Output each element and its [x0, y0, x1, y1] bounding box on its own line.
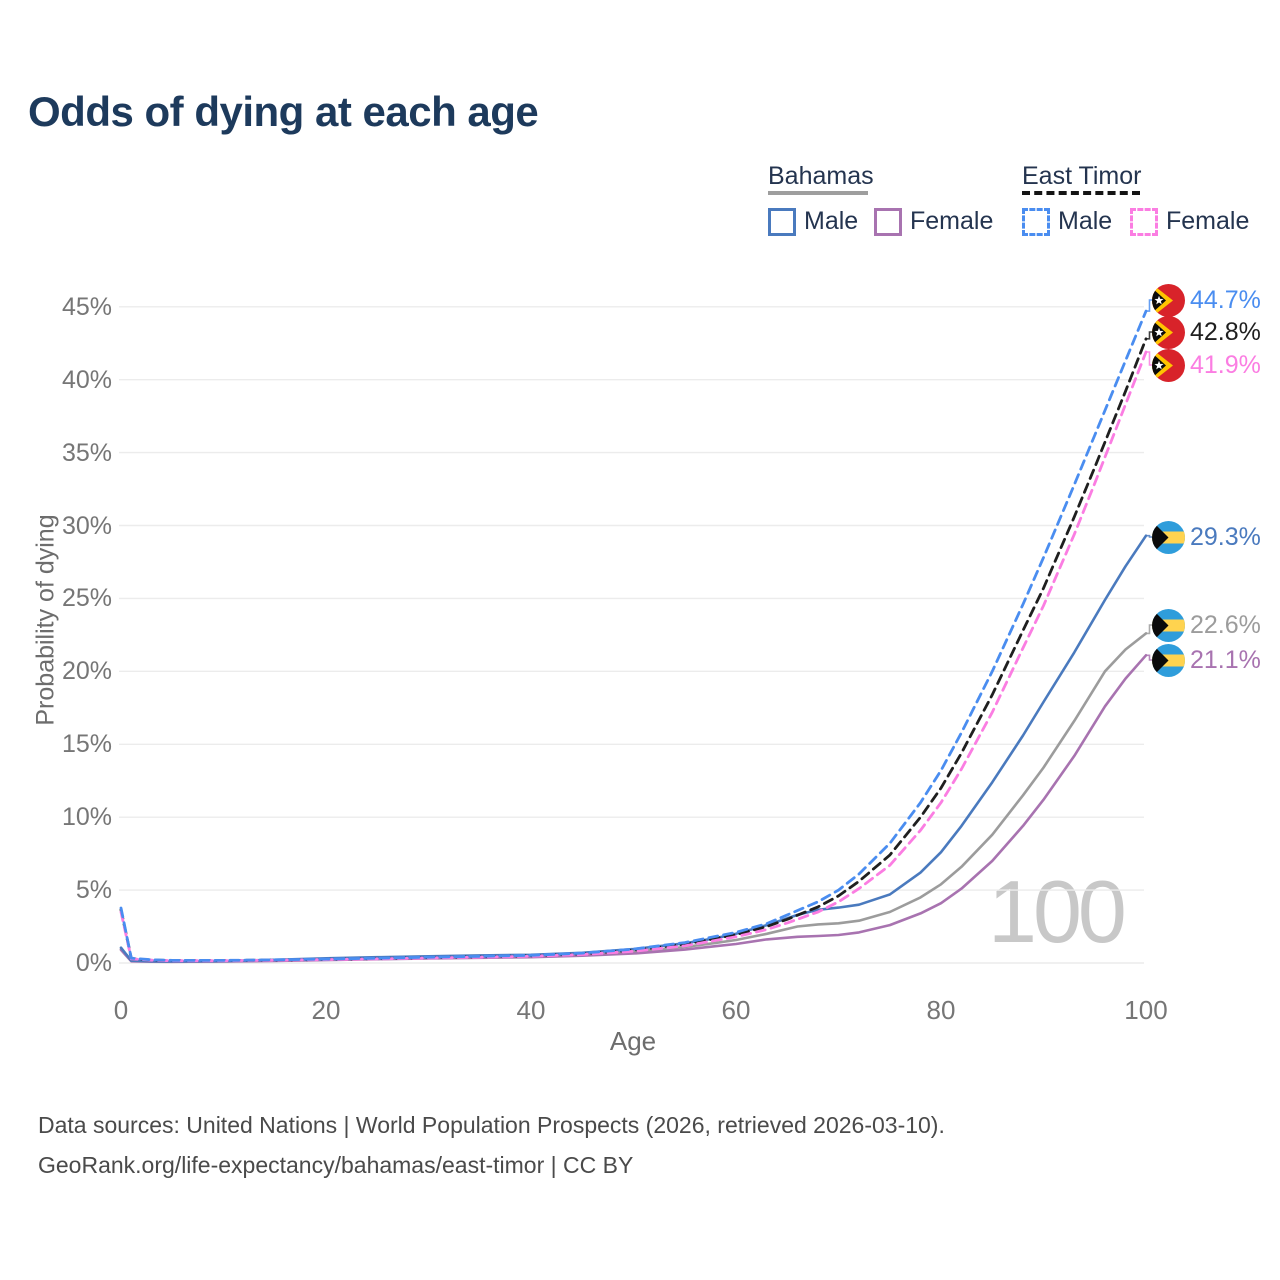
end-value-label: 44.7%: [1190, 285, 1261, 314]
legend-swatch-bahamas-female[interactable]: [874, 208, 902, 236]
legend-swatch-bahamas-male[interactable]: [768, 208, 796, 236]
y-tick-label: 45%: [61, 292, 112, 321]
x-tick-label: 20: [311, 995, 341, 1025]
y-tick-label: 25%: [61, 584, 112, 613]
legend-swatch-east-timor-female[interactable]: [1130, 208, 1158, 236]
legend-label-bahamas-male[interactable]: Male: [804, 207, 859, 235]
label-connector: [1146, 299, 1152, 312]
y-tick-label: 35%: [61, 438, 112, 467]
legend-label-bahamas-female[interactable]: Female: [910, 207, 994, 235]
y-tick-label: 40%: [61, 365, 112, 394]
label-connector: [1146, 331, 1152, 340]
label-connector: [1146, 654, 1152, 661]
x-tick-label: 100: [1124, 995, 1168, 1025]
legend-underline-bahamas: [768, 191, 868, 195]
legend-underline-east-timor: [1022, 191, 1140, 195]
attribution-text: GeoRank.org/life-expectancy/bahamas/east…: [38, 1152, 634, 1178]
legend-swatch-east-timor-male[interactable]: [1022, 208, 1050, 236]
end-value-label: 41.9%: [1190, 350, 1261, 379]
y-tick-label: 15%: [61, 730, 112, 759]
series-line-bah_male: [119, 534, 1148, 963]
y-axis-title: Probability of dying: [31, 514, 60, 726]
bahamas-flag-icon: [1152, 643, 1185, 677]
y-tick-label: 20%: [61, 657, 112, 686]
bahamas-flag-icon: [1152, 520, 1185, 554]
east-timor-flag-icon: [1152, 315, 1185, 349]
y-tick-label: 10%: [61, 803, 112, 832]
label-connector: [1146, 351, 1152, 366]
series-line-et_female: [119, 350, 1148, 963]
x-axis-title: Age: [609, 1026, 657, 1056]
page-title: Odds of dying at each age: [28, 88, 539, 135]
label-connector: [1146, 534, 1152, 538]
series-line-et_male: [119, 309, 1148, 962]
east-timor-flag-icon: [1152, 283, 1185, 317]
legend-label-east-timor-male[interactable]: Male: [1058, 207, 1113, 235]
bahamas-flag-icon: [1152, 608, 1185, 642]
x-tick-label: 0: [113, 995, 129, 1025]
east-timor-flag-icon: [1152, 348, 1185, 382]
y-tick-label: 30%: [61, 511, 112, 540]
data-sources-text: Data sources: United Nations | World Pop…: [38, 1112, 945, 1138]
end-value-label: 21.1%: [1190, 645, 1261, 674]
label-connector: [1146, 624, 1152, 635]
x-tick-label: 60: [721, 995, 751, 1025]
end-label-bahamas-male: 29.3%: [1152, 520, 1261, 554]
legend-group-bahamas: Bahamas: [768, 162, 874, 190]
end-label-bahamas-female: 21.1%: [1152, 643, 1261, 677]
legend-label-east-timor-female[interactable]: Female: [1166, 207, 1250, 235]
series-line-bah_female: [119, 654, 1148, 964]
x-tick-label: 40: [516, 995, 546, 1025]
y-tick-label: 0%: [75, 949, 112, 977]
end-label-east-timor-male: 44.7%: [1152, 283, 1261, 317]
legend-group-east-timor: East Timor: [1022, 162, 1142, 190]
series-line-bah_total: [119, 632, 1148, 963]
y-tick-label: 5%: [75, 876, 112, 905]
end-value-label: 22.6%: [1190, 610, 1261, 639]
end-label-east-timor-total: 42.8%: [1152, 315, 1261, 349]
end-label-east-timor-female: 41.9%: [1152, 348, 1261, 382]
end-value-label: 29.3%: [1190, 522, 1261, 551]
series-line-et_total: [119, 337, 1148, 962]
end-label-bahamas-total: 22.6%: [1152, 608, 1261, 642]
x-tick-label: 80: [926, 995, 956, 1025]
age-watermark: 100: [988, 862, 1127, 961]
end-value-label: 42.8%: [1190, 317, 1261, 346]
